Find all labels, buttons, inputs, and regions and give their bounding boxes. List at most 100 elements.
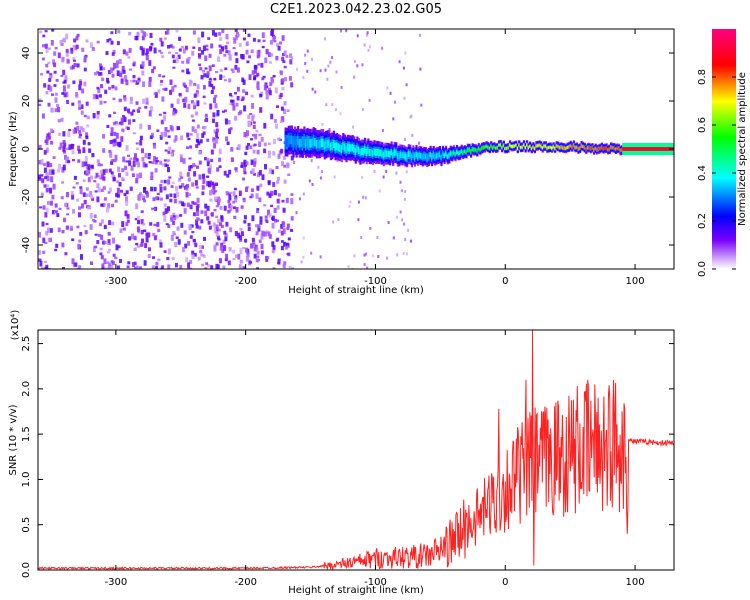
- spectrogram-cell: [163, 159, 167, 162]
- spectrogram-cell: [302, 75, 305, 79]
- spectrogram-cell: [263, 231, 267, 237]
- spectrogram-cell: [227, 50, 231, 56]
- spectrogram-cell: [191, 126, 195, 132]
- spectrogram-cell: [150, 42, 154, 46]
- spectrogram-cell: [66, 213, 70, 216]
- spectrogram-cell: [362, 148, 365, 156]
- spectrogram-cell: [173, 139, 177, 143]
- spectrogram-cell: [373, 148, 376, 156]
- spectrogram-cell: [256, 84, 260, 89]
- spectrogram-cell: [123, 97, 127, 102]
- spectrogram-cell: [138, 195, 142, 201]
- spectrogram-cell: [141, 194, 145, 198]
- spectrogram-cell: [180, 157, 183, 163]
- spectrogram-cell: [240, 54, 244, 59]
- spectrogram-cell: [196, 217, 200, 221]
- spectrogram-cell: [164, 131, 168, 137]
- spectrogram-cell: [156, 129, 160, 132]
- spectrogram-cell: [175, 214, 179, 219]
- spectrogram-cell: [161, 55, 165, 58]
- spectrogram-cell: [224, 67, 228, 71]
- spectrogram-cell: [199, 139, 203, 144]
- spectrogram-cell: [120, 117, 124, 124]
- spectrogram-cell: [107, 203, 111, 209]
- spectrogram-cell: [234, 195, 238, 200]
- spectrogram-cell: [376, 236, 379, 239]
- spectrogram-cell: [144, 153, 148, 158]
- spectrogram-cell: [320, 170, 323, 174]
- spectrogram-cell: [234, 29, 238, 33]
- spectrogram-cell: [367, 48, 370, 52]
- spectrogram-cell: [191, 119, 195, 122]
- spectrogram-cell: [136, 173, 140, 179]
- spectrogram-cell: [189, 204, 193, 210]
- spectrogram-cell: [100, 234, 104, 240]
- spectrogram-cell: [287, 252, 291, 257]
- spectrogram-cell: [220, 216, 224, 222]
- spectrogram-cell: [133, 235, 137, 241]
- spectrogram-cell: [535, 144, 538, 148]
- spectrogram-cell: [260, 62, 264, 68]
- spectrogram-cell: [213, 97, 216, 103]
- spectrogram-cell: [142, 81, 146, 87]
- spectrogram-cell: [204, 203, 208, 209]
- spectrogram-cell: [246, 130, 249, 136]
- spectrogram-cell: [204, 55, 208, 61]
- spectrogram-cell: [284, 245, 288, 250]
- spectrogram-cell: [185, 86, 189, 93]
- spectrogram-cell: [141, 70, 145, 76]
- spectrogram-cell: [201, 191, 205, 196]
- spectrogram-cell: [49, 187, 53, 194]
- spectrogram-cell: [49, 200, 53, 206]
- spectrogram-cell: [99, 163, 103, 167]
- spectrogram-cell: [145, 236, 149, 243]
- spectrogram-cell: [135, 35, 139, 41]
- spectrogram-cell: [213, 245, 217, 252]
- spectrogram-cell: [120, 177, 124, 180]
- spectrogram-cell: [200, 219, 204, 224]
- spectrogram-cell: [252, 121, 256, 124]
- spectrogram-cell: [309, 139, 312, 148]
- spectrogram-cell: [163, 111, 167, 115]
- spectrogram-cell: [263, 84, 267, 91]
- spectrogram-cell: [261, 32, 265, 38]
- spectrogram-cell: [223, 170, 227, 176]
- spectrogram-cell: [200, 210, 204, 214]
- spectrogram-cell: [269, 61, 272, 64]
- spectrogram-cell: [196, 100, 200, 107]
- spectrogram-cell: [215, 122, 219, 128]
- spectrogram-cell: [218, 258, 222, 264]
- spectrogram-cell: [253, 247, 257, 252]
- spectrogram-cell: [153, 156, 156, 162]
- spectrogram-cell: [180, 135, 184, 141]
- spectrogram-cell: [501, 146, 504, 149]
- spectrogram-cell: [398, 60, 401, 64]
- spectrogram-cell: [43, 260, 47, 263]
- spectrogram-cell: [92, 246, 96, 252]
- spectrogram-cell: [234, 64, 238, 70]
- spectrogram-cell: [138, 106, 142, 110]
- spectrogram-cell: [202, 178, 206, 185]
- spectrogram-cell: [317, 139, 320, 149]
- spectrogram-cell: [276, 237, 280, 241]
- spectrogram-cell: [272, 151, 276, 156]
- spectrogram-cell: [217, 218, 221, 224]
- spectrogram-cell: [54, 97, 58, 103]
- spectrogram-cell: [83, 56, 87, 60]
- spectrogram-cell: [300, 260, 303, 264]
- spectrogram-cell: [420, 152, 423, 159]
- spectrogram-cell: [167, 248, 171, 255]
- spectrogram-cell: [276, 176, 280, 181]
- spectrogram-cell: [127, 119, 131, 125]
- spectrogram-cell: [79, 133, 82, 136]
- spectrogram-cell: [290, 228, 293, 232]
- spectrogram-cell: [208, 225, 212, 230]
- spectrogram-cell: [353, 75, 356, 79]
- spectrogram-cell: [260, 243, 264, 250]
- spectrogram-cell: [599, 147, 602, 150]
- spectrogram-x-axis-label: Height of straight line (km): [288, 285, 424, 296]
- spectrogram-cell: [325, 103, 328, 107]
- spectrogram-cell: [279, 92, 283, 97]
- spectrogram-cell: [477, 146, 480, 151]
